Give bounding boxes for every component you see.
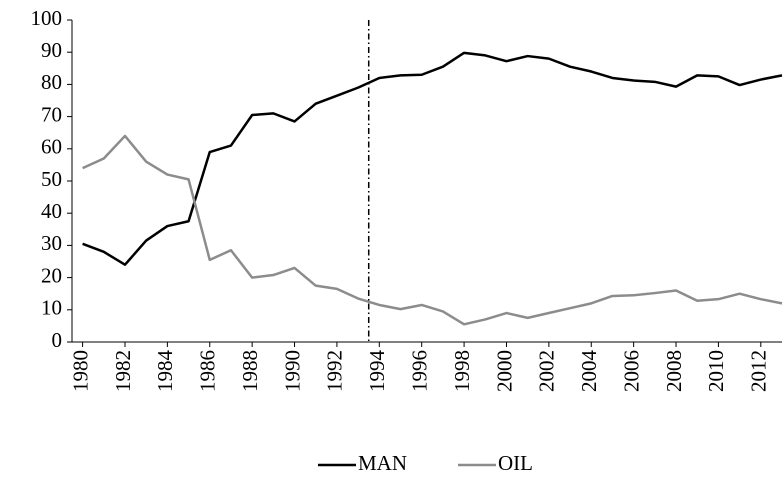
x-tick-label: 1992 <box>323 350 347 392</box>
y-tick-label: 40 <box>41 199 62 223</box>
y-tick-label: 70 <box>41 102 62 126</box>
x-tick-label: 1984 <box>153 350 177 393</box>
y-tick-label: 50 <box>41 167 62 191</box>
y-tick-label: 30 <box>41 231 62 255</box>
x-tick-label: 2006 <box>619 350 643 392</box>
y-tick-label: 0 <box>52 328 63 352</box>
x-tick-label: 1994 <box>365 350 389 393</box>
data-line <box>82 51 783 266</box>
y-tick-label: 10 <box>41 296 62 320</box>
y-tick-label: 100 <box>31 6 63 30</box>
legend-label: MAN <box>358 451 407 475</box>
x-tick-label: 2000 <box>492 350 516 392</box>
x-tick-label: 1998 <box>450 350 474 392</box>
x-tick-label: 1986 <box>196 350 220 392</box>
data-line <box>82 134 783 326</box>
x-tick-label: 1980 <box>68 350 92 392</box>
x-tick-label: 2012 <box>747 350 771 392</box>
x-tick-label: 1996 <box>408 350 432 392</box>
x-tick-label: 1988 <box>238 350 262 392</box>
x-tick-label: 1982 <box>111 350 135 392</box>
y-tick-label: 60 <box>41 135 62 159</box>
legend-label: OIL <box>498 451 533 475</box>
x-tick-label: 2010 <box>704 350 728 392</box>
x-tick-label: 2008 <box>662 350 686 392</box>
y-tick-label: 20 <box>41 263 62 287</box>
x-tick-label: 2004 <box>577 350 601 393</box>
y-tick-label: 90 <box>41 38 62 62</box>
y-tick-label: 80 <box>41 70 62 94</box>
x-tick-label: 2002 <box>535 350 559 392</box>
x-tick-label: 1990 <box>280 350 304 392</box>
